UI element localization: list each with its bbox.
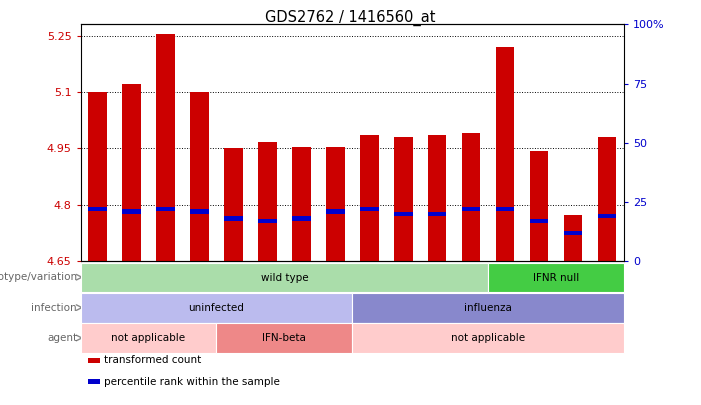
Bar [394, 138, 412, 261]
Bar [360, 135, 379, 261]
Bar [190, 92, 209, 261]
Bar [462, 207, 480, 211]
Bar [156, 207, 175, 211]
Bar [428, 212, 447, 216]
Bar [122, 85, 141, 261]
Bar [258, 142, 277, 261]
Bar [530, 219, 548, 223]
Bar [292, 216, 311, 221]
Bar [326, 147, 345, 261]
Bar [190, 209, 209, 213]
Text: not applicable: not applicable [111, 333, 186, 343]
Bar [597, 214, 616, 218]
Bar [258, 219, 277, 223]
Bar [224, 216, 243, 221]
Text: uninfected: uninfected [189, 303, 245, 313]
Bar [292, 147, 311, 261]
Text: wild type: wild type [261, 273, 308, 283]
Text: IFNR null: IFNR null [533, 273, 579, 283]
Text: agent: agent [47, 333, 77, 343]
Bar [530, 151, 548, 261]
Bar [597, 138, 616, 261]
Text: not applicable: not applicable [451, 333, 525, 343]
Bar [564, 215, 583, 261]
Bar [156, 34, 175, 261]
Text: transformed count: transformed count [104, 356, 202, 365]
Bar [88, 92, 107, 261]
Bar [88, 207, 107, 211]
Bar [326, 209, 345, 213]
Bar [428, 135, 447, 261]
Bar [122, 209, 141, 213]
Text: GDS2762 / 1416560_at: GDS2762 / 1416560_at [265, 10, 436, 26]
Bar [360, 207, 379, 211]
Text: percentile rank within the sample: percentile rank within the sample [104, 377, 280, 386]
Text: infection: infection [32, 303, 77, 313]
Bar [496, 207, 515, 211]
Text: genotype/variation: genotype/variation [0, 272, 77, 282]
Text: influenza: influenza [464, 303, 512, 313]
Bar [224, 148, 243, 261]
Text: IFN-beta: IFN-beta [262, 333, 306, 343]
Bar [394, 212, 412, 216]
Bar [564, 231, 583, 235]
Bar [496, 47, 515, 261]
Bar [462, 133, 480, 261]
